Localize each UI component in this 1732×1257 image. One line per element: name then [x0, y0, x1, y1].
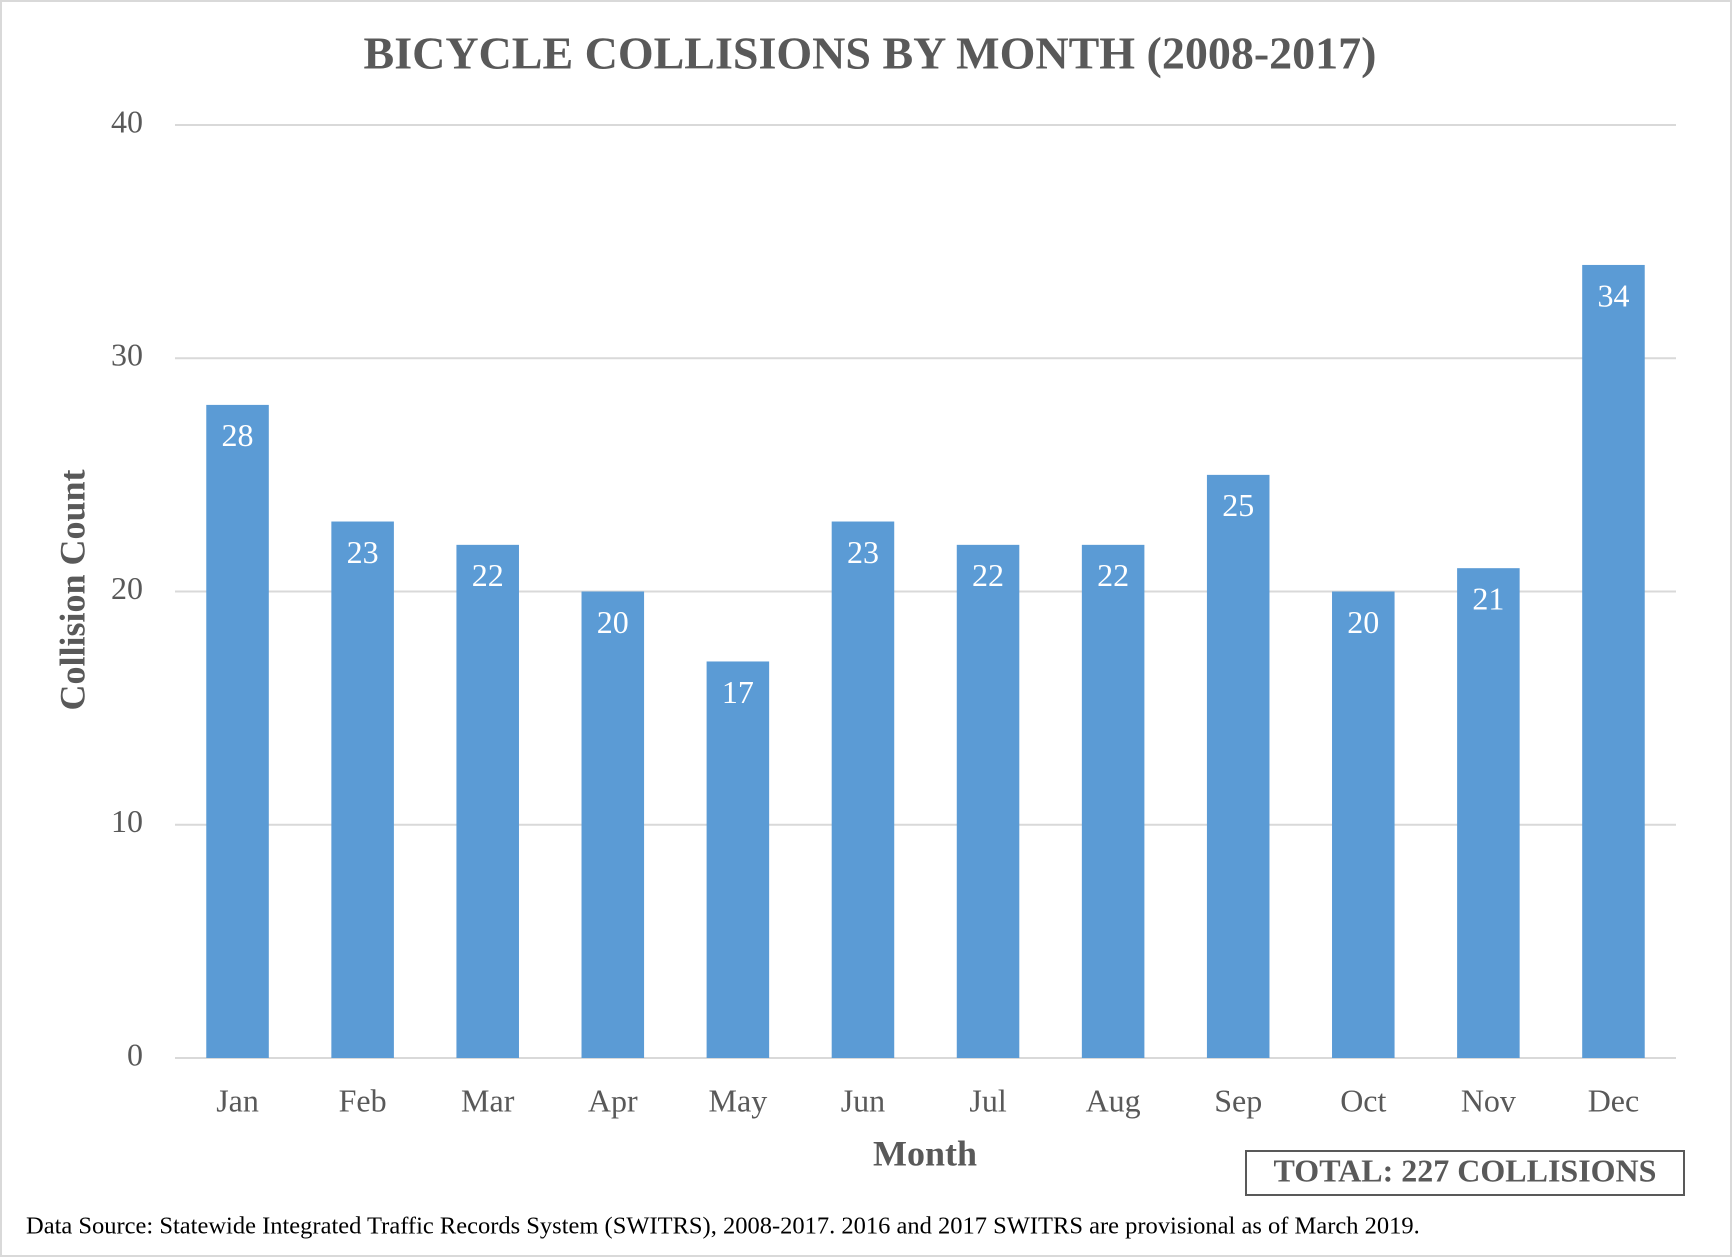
annotation: TOTAL: 227 COLLISIONS — [1274, 1152, 1657, 1188]
bar — [1206, 474, 1270, 1058]
y-tick-label: 40 — [111, 103, 143, 139]
data-label: 21 — [1472, 581, 1504, 617]
annotation-box — [1245, 1150, 1685, 1196]
bar — [1081, 544, 1145, 1058]
bar — [206, 404, 269, 1058]
chart-title: BICYCLE COLLISIONS BY MONTH (2008-2017) — [364, 28, 1377, 79]
data-label: 22 — [1097, 557, 1129, 593]
data-label: 20 — [597, 604, 629, 640]
data-label: 22 — [472, 557, 504, 593]
bar — [1332, 591, 1395, 1058]
x-tick-label: Mar — [461, 1082, 515, 1118]
source-note: Data Source: Statewide Integrated Traffi… — [26, 1213, 1420, 1240]
x-tick-label: May — [709, 1082, 768, 1118]
x-tick-label: Feb — [339, 1082, 387, 1118]
data-label: 25 — [1222, 487, 1254, 523]
data-label: 34 — [1597, 277, 1629, 313]
x-tick-label: Jan — [216, 1082, 259, 1118]
y-tick-label: 30 — [111, 337, 143, 373]
y-axis-label: Collision Count — [52, 469, 92, 710]
x-tick-label: Apr — [588, 1082, 638, 1118]
x-tick-label: Dec — [1588, 1082, 1640, 1118]
bar — [581, 591, 645, 1058]
data-label: 20 — [1347, 604, 1379, 640]
bar — [831, 521, 895, 1058]
bar — [456, 544, 519, 1058]
x-tick-label: Oct — [1340, 1082, 1386, 1118]
x-axis-label: Month — [873, 1133, 977, 1173]
data-label: 23 — [847, 534, 879, 570]
y-tick-label: 0 — [127, 1036, 143, 1072]
data-label: 28 — [222, 417, 254, 453]
x-tick-label: Jun — [841, 1082, 885, 1118]
data-label: 23 — [347, 534, 379, 570]
bar — [1582, 264, 1645, 1058]
x-tick-label: Sep — [1214, 1082, 1262, 1118]
x-tick-label: Jul — [969, 1082, 1006, 1118]
x-tick-label: Aug — [1086, 1082, 1141, 1118]
data-label: 22 — [972, 557, 1004, 593]
bar — [331, 521, 394, 1058]
y-tick-label: 20 — [111, 570, 143, 606]
y-tick-label: 10 — [111, 803, 143, 839]
x-tick-label: Nov — [1461, 1082, 1516, 1118]
bar — [1457, 568, 1520, 1058]
bar — [706, 661, 770, 1058]
data-label: 17 — [722, 674, 754, 710]
bar — [956, 544, 1020, 1058]
